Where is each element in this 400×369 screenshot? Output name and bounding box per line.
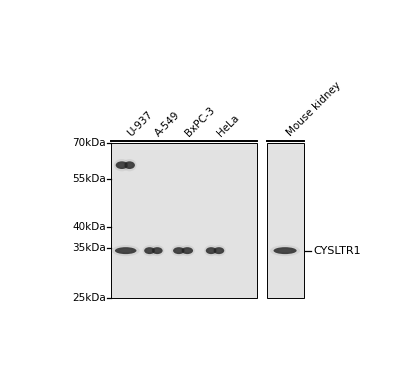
Text: 35kDa: 35kDa [72,242,106,252]
Bar [267,143,304,299]
Text: Mouse kidney: Mouse kidney [285,80,343,138]
Text: 40kDa: 40kDa [72,223,106,232]
Ellipse shape [204,245,218,256]
Text: 70kDa: 70kDa [72,138,106,148]
Ellipse shape [206,247,216,254]
Text: 25kDa: 25kDa [72,293,106,303]
Ellipse shape [152,247,163,254]
Ellipse shape [184,249,190,252]
Ellipse shape [274,247,297,254]
Ellipse shape [112,245,140,256]
Ellipse shape [118,163,125,167]
Ellipse shape [182,247,193,254]
Ellipse shape [208,249,214,252]
Ellipse shape [180,245,195,256]
Ellipse shape [120,249,132,252]
Text: HeLa: HeLa [215,113,241,138]
Ellipse shape [279,249,292,252]
Text: BxPC-3: BxPC-3 [184,105,217,138]
Ellipse shape [212,245,226,256]
Ellipse shape [270,245,300,256]
Ellipse shape [176,249,182,252]
Ellipse shape [126,163,132,167]
Text: A-549: A-549 [154,110,182,138]
Ellipse shape [115,247,136,254]
Ellipse shape [171,245,186,256]
Ellipse shape [216,249,222,252]
Text: CYSLTR1: CYSLTR1 [314,246,361,256]
Ellipse shape [142,245,156,256]
Ellipse shape [150,245,164,256]
Ellipse shape [154,249,160,252]
Ellipse shape [214,247,224,254]
Text: 55kDa: 55kDa [72,174,106,184]
Text: U-937: U-937 [126,109,155,138]
Bar [111,143,257,299]
Ellipse shape [124,161,135,169]
Ellipse shape [116,161,128,169]
Ellipse shape [122,159,136,171]
Ellipse shape [146,249,152,252]
Ellipse shape [144,247,155,254]
Ellipse shape [173,247,184,254]
Ellipse shape [114,159,130,171]
